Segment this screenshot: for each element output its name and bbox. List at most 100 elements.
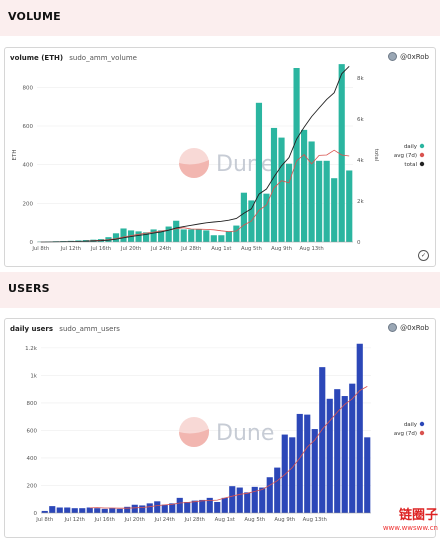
- y2-tick-label: 0: [357, 240, 361, 246]
- bar-daily: [188, 229, 195, 242]
- legend-swatch: [419, 421, 425, 427]
- y-tick-label: 200: [23, 201, 34, 207]
- x-tick-label: Jul 8th: [35, 517, 53, 523]
- y-tick-label: 600: [23, 124, 34, 130]
- bar-daily: [251, 486, 258, 513]
- y-tick-label: 400: [27, 456, 38, 462]
- y-tick-label: 800: [23, 85, 34, 91]
- volume-card-author[interactable]: @0xRob: [388, 52, 429, 61]
- volume-section-title: VOLUME: [8, 10, 61, 23]
- bar-daily: [195, 229, 202, 242]
- legend-label: avg (7d): [394, 431, 417, 437]
- bar-daily: [71, 508, 78, 513]
- bar-daily: [341, 396, 348, 513]
- bar-daily: [281, 434, 288, 513]
- users-card-author[interactable]: @0xRob: [388, 323, 429, 332]
- bar-daily: [270, 127, 278, 242]
- bar-daily: [116, 508, 123, 513]
- bar-daily: [266, 477, 273, 513]
- bar-daily: [323, 160, 330, 242]
- y-tick-label: 0: [34, 511, 38, 517]
- line-total: [40, 65, 350, 243]
- bar-daily: [225, 231, 232, 242]
- bar-daily: [331, 178, 338, 242]
- x-tick-label: Aug 1st: [215, 517, 235, 523]
- bar-daily: [236, 487, 243, 513]
- bar-daily: [293, 68, 300, 242]
- legend-swatch: [419, 152, 425, 158]
- bar-daily: [139, 505, 146, 513]
- volume-section-header: VOLUME: [0, 0, 440, 36]
- bar-daily: [301, 129, 308, 242]
- verified-check-icon: ✓: [418, 250, 429, 261]
- dune-watermark-text: Dune: [216, 152, 274, 177]
- y2-tick-label: 8k: [357, 76, 364, 82]
- bar-daily: [214, 501, 221, 513]
- bar-daily: [143, 232, 150, 242]
- x-tick-label: Jul 16th: [90, 246, 111, 252]
- volume-card-title: volume (ETH): [10, 54, 64, 62]
- author-name: @0xRob: [400, 52, 429, 61]
- bar-daily: [229, 486, 236, 513]
- bar-daily: [64, 507, 71, 513]
- bar-daily: [308, 141, 315, 242]
- x-tick-label: Jul 24th: [150, 246, 171, 252]
- bar-daily: [94, 508, 101, 513]
- bar-daily: [289, 437, 296, 513]
- bar-daily: [206, 497, 213, 513]
- x-tick-label: Jul 20th: [124, 517, 145, 523]
- users-card-subtitle: sudo_amm_users: [59, 325, 120, 333]
- users-chart-card: daily users sudo_amm_users @0xRob 0 200 40…: [4, 318, 436, 538]
- bar-daily: [278, 137, 285, 242]
- bar-daily: [124, 506, 131, 513]
- y-tick-label: 1k: [30, 373, 37, 379]
- x-tick-label: Jul 16th: [94, 517, 115, 523]
- bar-daily: [169, 503, 176, 513]
- legend-label: daily: [404, 144, 418, 150]
- legend-label: daily: [404, 422, 418, 428]
- watermark-title: 链圈子: [398, 508, 438, 523]
- legend-swatch: [419, 430, 425, 436]
- dune-logo-wave: [179, 160, 209, 178]
- y-tick-label: 1.2k: [25, 346, 38, 352]
- y2-tick-label: 2k: [357, 199, 364, 205]
- y-tick-label: 600: [27, 428, 38, 434]
- bar-daily: [349, 383, 356, 513]
- x-tick-label: Aug 5th: [241, 246, 262, 252]
- bar-daily: [259, 487, 266, 513]
- bar-daily: [199, 499, 206, 513]
- y-tick-label: 200: [27, 483, 38, 489]
- bar-daily: [120, 228, 127, 242]
- x-tick-label: Aug 5th: [244, 517, 265, 523]
- y-axis-label: ETH: [12, 150, 18, 161]
- y-tick-label: 0: [30, 240, 34, 246]
- legend-swatch: [419, 143, 425, 149]
- bar-daily: [56, 507, 63, 513]
- watermark-url: www.wwsww.cn: [382, 524, 438, 532]
- dune-logo-wave: [179, 429, 209, 447]
- volume-chart: 0 200 400 600 800 ETH 0 2k 4k 6k 8k total Dune Jul 8t…: [12, 64, 425, 252]
- bar-daily: [244, 492, 251, 513]
- line-avg-7d-: [89, 386, 368, 509]
- bar-daily: [316, 160, 323, 242]
- x-tick-label: Aug 13th: [303, 517, 327, 523]
- y2-axis-label: total: [373, 149, 379, 162]
- bar-daily: [41, 510, 48, 513]
- x-tick-label: Aug 9th: [271, 246, 292, 252]
- volume-chart-card: volume (ETH) sudo_amm_volume @0xRob 0 200…: [4, 47, 436, 267]
- users-section-title: USERS: [8, 282, 50, 295]
- bar-daily: [180, 229, 187, 242]
- bar-daily: [203, 230, 210, 242]
- bar-daily: [173, 220, 180, 242]
- bar-daily: [296, 413, 303, 513]
- bar-daily: [101, 508, 108, 513]
- bar-daily: [319, 367, 326, 513]
- bar-daily: [191, 500, 198, 513]
- legend-swatch: [419, 161, 425, 167]
- bar-daily: [274, 467, 281, 513]
- bar-daily: [86, 507, 93, 513]
- bar-daily: [210, 235, 217, 242]
- x-tick-label: Jul 28th: [184, 517, 205, 523]
- bar-daily: [311, 429, 318, 513]
- bar-daily: [154, 501, 161, 513]
